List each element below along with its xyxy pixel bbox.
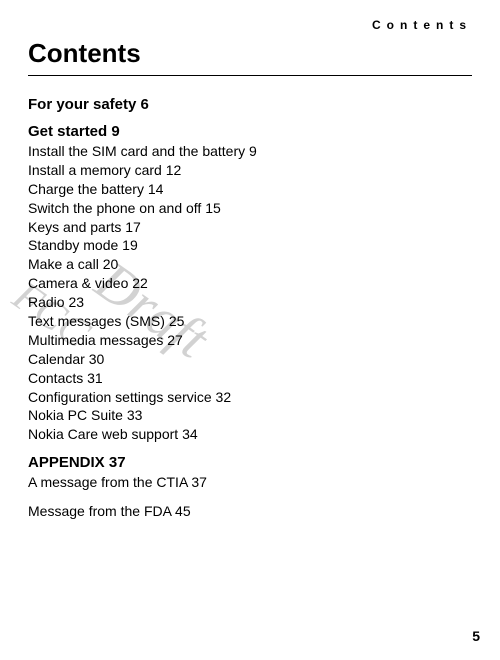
toc-item: Standby mode 19 — [28, 236, 472, 255]
page-title: Contents — [28, 38, 472, 69]
toc-item: A message from the CTIA 37 — [28, 473, 472, 492]
toc-item: Keys and parts 17 — [28, 218, 472, 237]
toc-item: Radio 23 — [28, 293, 472, 312]
toc-item: Install the SIM card and the battery 9 — [28, 142, 472, 161]
toc-item: Message from the FDA 45 — [28, 502, 472, 521]
toc-item: Multimedia messages 27 — [28, 331, 472, 350]
section-appendix-title: APPENDIX 37 — [28, 454, 472, 471]
toc-item: Nokia PC Suite 33 — [28, 406, 472, 425]
toc-item: Camera & video 22 — [28, 274, 472, 293]
section-safety-title: For your safety 6 — [28, 96, 472, 113]
toc-item: Make a call 20 — [28, 255, 472, 274]
get-started-items: Install the SIM card and the battery 9 I… — [28, 142, 472, 444]
toc-item: Contacts 31 — [28, 369, 472, 388]
toc-item: Switch the phone on and off 15 — [28, 199, 472, 218]
toc-item: Configuration settings service 32 — [28, 388, 472, 407]
title-rule — [28, 75, 472, 76]
toc-item: Nokia Care web support 34 — [28, 425, 472, 444]
toc-item: Calendar 30 — [28, 350, 472, 369]
toc-item: Charge the battery 14 — [28, 180, 472, 199]
toc-item: Text messages (SMS) 25 — [28, 312, 472, 331]
section-get-started-title: Get started 9 — [28, 123, 472, 140]
appendix-items: A message from the CTIA 37 Message from … — [28, 473, 472, 521]
running-head: Contents — [28, 18, 472, 32]
page-number: 5 — [472, 628, 480, 644]
toc-item: Install a memory card 12 — [28, 161, 472, 180]
